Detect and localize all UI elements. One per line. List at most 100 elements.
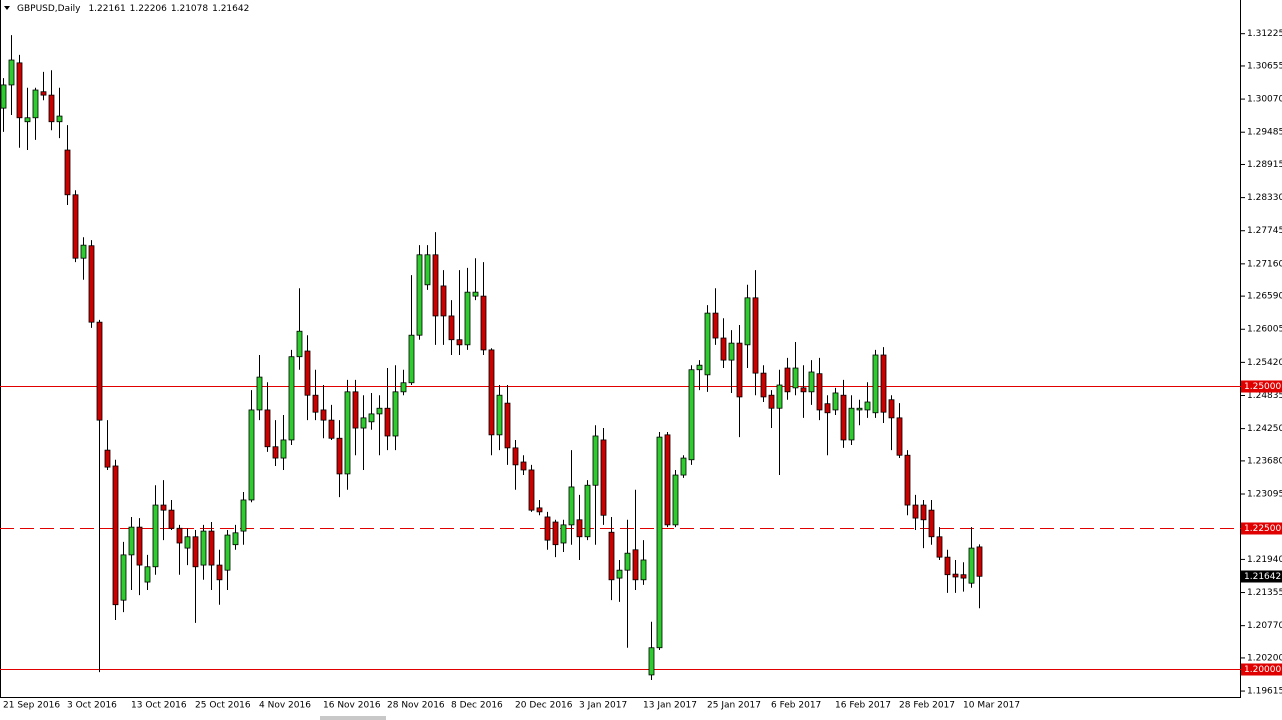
candle-body (776, 384, 783, 409)
candle-body (712, 312, 719, 339)
candle-body (384, 407, 391, 437)
price-label-box (1241, 570, 1282, 583)
candle-body (896, 417, 903, 456)
y-tick-label: 1.21940 (1247, 555, 1282, 565)
candle-body (320, 409, 327, 421)
candle-body (528, 469, 535, 511)
candle-body (136, 526, 143, 566)
candle-body (208, 530, 215, 566)
candle-body (368, 413, 375, 423)
candle-body (0, 84, 7, 109)
candle-body (520, 461, 527, 471)
candle-body (936, 536, 943, 558)
y-tick-label: 1.21355 (1247, 588, 1282, 598)
candle-body (696, 364, 703, 371)
candle-body (968, 547, 975, 584)
candle-body (56, 115, 63, 123)
candle-body (96, 321, 103, 421)
header-value: 1.22206 (130, 4, 167, 14)
candle-body (344, 391, 351, 475)
candle-body (304, 350, 311, 396)
y-tick-label: 1.30655 (1247, 61, 1282, 71)
x-tick-label: 10 Mar 2017 (963, 701, 1020, 711)
candle-body (472, 291, 479, 297)
candle-body (16, 62, 23, 119)
candle-body (32, 89, 39, 119)
x-tick-label: 4 Nov 2016 (259, 701, 311, 711)
x-tick-label: 3 Oct 2016 (67, 701, 117, 711)
candle-body (448, 315, 455, 341)
candle-body (672, 474, 679, 526)
y-tick-label: 1.20770 (1247, 621, 1282, 631)
chart-title: GBPUSD,Daily (17, 4, 81, 14)
x-tick-label: 25 Jan 2017 (707, 701, 761, 711)
candle-body (248, 409, 255, 501)
candle-body (376, 407, 383, 415)
x-tick-label: 3 Jan 2017 (579, 701, 627, 711)
candle-body (720, 337, 727, 361)
candle-body (736, 342, 743, 398)
candle-body (360, 417, 367, 429)
candle-body (768, 394, 775, 409)
candle-body (104, 449, 111, 468)
x-tick-label: 13 Oct 2016 (131, 701, 187, 711)
candle-body (568, 486, 575, 526)
y-tick-label: 1.27745 (1247, 226, 1282, 236)
candle-body (648, 647, 655, 676)
y-tick-label: 1.31225 (1247, 29, 1282, 39)
x-tick-label: 21 Sep 2016 (3, 701, 60, 711)
candle-body (912, 504, 919, 519)
candle-body (336, 437, 343, 475)
candle-body (536, 507, 543, 513)
level-label: 1.20000 (1244, 665, 1281, 675)
candle-body (856, 407, 863, 411)
y-tick-label: 1.30070 (1247, 95, 1282, 105)
candle-body (744, 297, 751, 346)
candle-body (288, 356, 295, 441)
candle-body (296, 330, 303, 358)
candle-body (144, 566, 151, 583)
x-tick-label: 13 Jan 2017 (643, 701, 697, 711)
candle-body (232, 532, 239, 546)
candle-body (664, 434, 671, 526)
candle-body (584, 484, 591, 538)
candle-body (480, 295, 487, 351)
candle-body (312, 394, 319, 413)
y-tick-label: 1.20200 (1247, 653, 1282, 663)
candle-body (496, 394, 503, 436)
candle-body (216, 564, 223, 581)
scrollbar[interactable] (320, 716, 386, 720)
level-label: 1.25000 (1244, 382, 1281, 392)
candle-body (40, 91, 47, 96)
candle-body (176, 527, 183, 544)
candle-body (656, 436, 663, 649)
candle-body (608, 531, 615, 581)
candle-body (928, 509, 935, 538)
y-tick-label: 1.28330 (1247, 193, 1282, 203)
candle-body (168, 509, 175, 529)
level-label: 1.22500 (1244, 524, 1281, 534)
candle-body (424, 254, 431, 286)
candle-body (224, 534, 231, 571)
level-label-box (1241, 380, 1282, 393)
y-tick-label: 1.29485 (1247, 128, 1282, 138)
y-tick-label: 1.23680 (1247, 456, 1282, 466)
candle-body (200, 530, 207, 566)
x-tick-label: 28 Nov 2016 (387, 701, 445, 711)
candle-body (432, 254, 439, 317)
candle-body (576, 519, 583, 538)
candle-body (792, 367, 799, 389)
y-tick-label: 1.28915 (1247, 160, 1282, 170)
candle-body (680, 457, 687, 476)
candle-body (808, 371, 815, 393)
candle-body (456, 339, 463, 346)
candle-body (904, 454, 911, 506)
y-tick-label: 1.25420 (1247, 358, 1282, 368)
y-tick-label: 1.26590 (1247, 292, 1282, 302)
candle-body (864, 401, 871, 411)
menu-arrow[interactable] (4, 6, 10, 10)
y-tick-label: 1.24835 (1247, 391, 1282, 401)
candle-body (128, 526, 135, 556)
